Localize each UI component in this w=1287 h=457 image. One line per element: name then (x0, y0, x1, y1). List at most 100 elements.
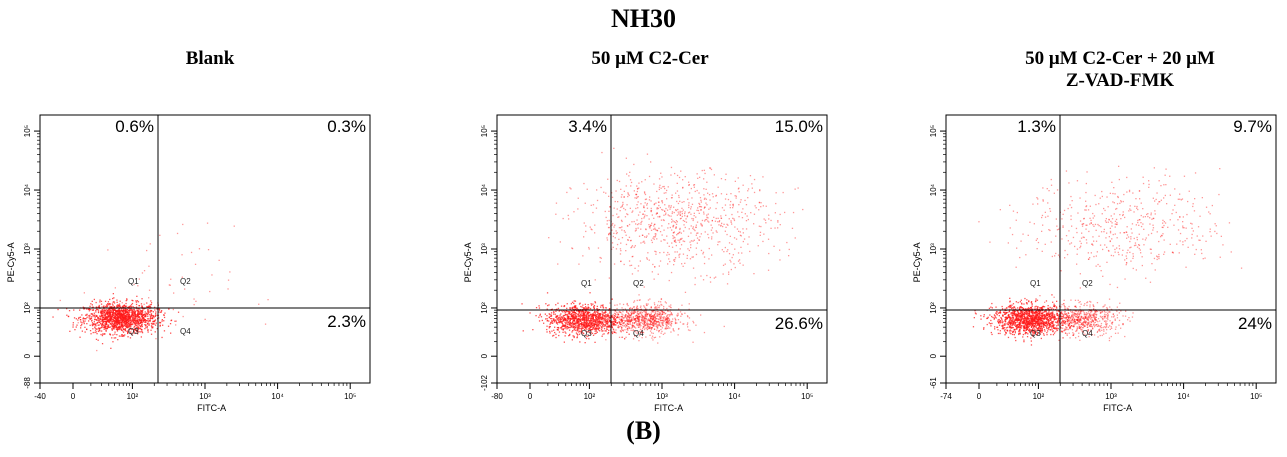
event-dot (1057, 317, 1059, 320)
event-dot (670, 321, 672, 323)
event-dot (666, 322, 668, 324)
event-dot (590, 318, 592, 320)
event-dot (594, 232, 596, 234)
event-dot (649, 225, 651, 228)
event-dot (113, 317, 116, 319)
event-dot (730, 268, 732, 271)
event-dot (585, 230, 587, 233)
event-dot (126, 314, 128, 316)
event-dot (755, 207, 757, 209)
event-dot (100, 323, 102, 325)
event-dot (566, 303, 568, 305)
event-dot (643, 325, 645, 327)
event-dot (630, 264, 633, 266)
event-dot (667, 316, 669, 318)
event-dot (643, 205, 645, 207)
panel-1-y-axis-label: PE-Cy5-A (6, 242, 16, 282)
event-dot (687, 212, 690, 214)
event-dot (132, 311, 134, 313)
x-tick-label: -40 (34, 392, 46, 401)
event-dot (633, 318, 635, 320)
event-dot (708, 247, 710, 250)
event-dot (582, 323, 585, 325)
event-dot (637, 331, 639, 333)
event-dot (1052, 311, 1054, 313)
event-dot (80, 327, 82, 329)
event-dot (90, 309, 92, 311)
event-dot (647, 252, 649, 254)
event-dot (568, 335, 570, 337)
event-dot (584, 318, 586, 320)
event-dot (618, 311, 620, 313)
event-dot (109, 309, 111, 311)
event-dot (601, 325, 604, 327)
event-dot (678, 231, 680, 234)
event-dot (151, 315, 153, 317)
event-dot (649, 316, 651, 318)
event-dot (635, 320, 637, 322)
event-dot (119, 305, 121, 307)
event-dot (662, 209, 664, 211)
panel-3-dots (972, 165, 1243, 346)
event-dot (652, 310, 654, 312)
event-dot (649, 314, 651, 317)
event-dot (120, 313, 122, 316)
event-dot (641, 314, 644, 317)
event-dot (84, 326, 86, 328)
event-dot (108, 326, 110, 328)
event-dot (124, 310, 126, 312)
event-dot (675, 209, 677, 212)
event-dot (149, 319, 151, 321)
event-dot (535, 307, 538, 309)
event-dot (637, 265, 640, 267)
event-dot (656, 208, 658, 210)
event-dot (652, 237, 654, 239)
event-dot (102, 318, 104, 320)
event-dot (569, 311, 571, 313)
event-dot (144, 316, 146, 318)
event-dot (696, 237, 699, 239)
event-dot (720, 217, 723, 219)
event-dot (623, 263, 625, 266)
event-dot (572, 335, 574, 337)
event-dot (112, 318, 114, 320)
event-dot (116, 321, 118, 324)
event-dot (673, 224, 675, 227)
event-dot (124, 307, 126, 310)
event-dot (150, 317, 152, 320)
event-dot (551, 321, 553, 323)
event-dot (573, 211, 575, 213)
event-dot (587, 326, 589, 328)
event-dot (1035, 308, 1037, 310)
event-dot (678, 176, 681, 179)
event-dot (758, 201, 761, 203)
event-dot (611, 298, 613, 300)
event-dot (665, 192, 667, 194)
event-dot (671, 218, 673, 220)
event-dot (594, 310, 596, 312)
event-dot (553, 329, 555, 331)
event-dot (181, 276, 183, 278)
event-dot (113, 308, 115, 310)
event-dot (109, 309, 112, 311)
event-dot (574, 307, 576, 309)
event-dot (598, 323, 600, 325)
event-dot (164, 312, 166, 314)
event-dot (722, 273, 724, 275)
event-dot (93, 298, 95, 301)
event-dot (717, 241, 719, 243)
event-dot (1048, 312, 1050, 314)
panel-2-title: 50 μM C2-Cer (591, 48, 709, 69)
event-dot (561, 320, 563, 323)
event-dot (594, 311, 596, 313)
event-dot (553, 319, 555, 321)
event-dot (110, 316, 112, 318)
event-dot (148, 318, 150, 320)
event-dot (571, 339, 573, 341)
event-dot (600, 318, 602, 321)
event-dot (629, 327, 631, 329)
event-dot (685, 218, 687, 220)
event-dot (730, 200, 732, 203)
event-dot (133, 309, 135, 311)
event-dot (633, 311, 635, 313)
